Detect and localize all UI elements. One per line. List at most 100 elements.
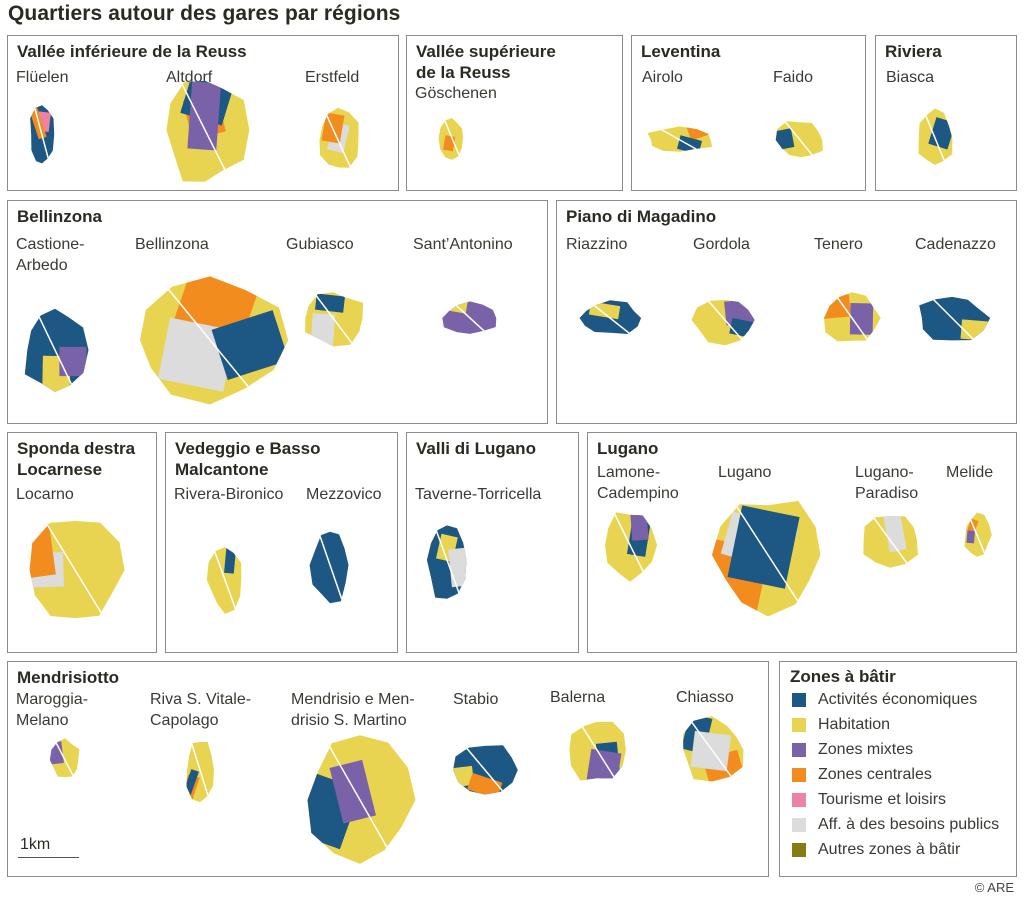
zone-map bbox=[166, 80, 250, 182]
legend-swatch bbox=[792, 793, 806, 807]
region-title: Mendrisiotto bbox=[17, 668, 119, 687]
zone-map bbox=[30, 105, 55, 164]
zone-map bbox=[919, 296, 991, 341]
legend-item-mixtes: Zones mixtes bbox=[792, 741, 913, 759]
region-title: Riviera bbox=[885, 42, 942, 61]
railway-line bbox=[587, 300, 633, 334]
legend-label: Activités économiques bbox=[818, 691, 978, 708]
region-title: Leventina bbox=[641, 42, 721, 61]
legend-label: Zones centrales bbox=[818, 766, 932, 783]
region-leventina: Leventina bbox=[631, 35, 866, 191]
zone-map bbox=[426, 525, 467, 599]
legend-label: Habitation bbox=[818, 716, 891, 733]
region-title: Sponda destra Locarnese bbox=[17, 439, 136, 479]
legend-item-autres: Autres zones à bâtir bbox=[792, 841, 960, 859]
place-label: Tenero bbox=[814, 236, 863, 253]
zone-habitation bbox=[29, 521, 125, 619]
railway-line bbox=[782, 121, 818, 158]
railway-line bbox=[450, 301, 490, 334]
region-title: Vallée supérieure de la Reuss bbox=[416, 42, 556, 82]
zone-centrales bbox=[467, 772, 503, 795]
railway-line bbox=[442, 118, 462, 159]
zone-map bbox=[307, 735, 416, 864]
legend-swatch bbox=[792, 693, 806, 707]
railway-line bbox=[32, 105, 52, 164]
zone-activites bbox=[309, 531, 349, 604]
zone-centrales bbox=[29, 521, 56, 579]
zone-centrales bbox=[824, 294, 851, 319]
place-label: Stabio bbox=[453, 691, 499, 708]
zone-mixtes bbox=[966, 530, 976, 544]
legend-title: Zones à bâtir bbox=[790, 667, 896, 686]
page-title: Quartiers autour des gares par régions bbox=[8, 2, 401, 25]
railway-line bbox=[189, 742, 211, 801]
region-vallee-superieure-reuss: Vallée supérieure de la Reuss bbox=[406, 35, 623, 191]
zone-map bbox=[647, 126, 713, 152]
zone-map bbox=[29, 521, 125, 619]
railway-line bbox=[431, 525, 463, 599]
place-label: Biasca bbox=[886, 69, 935, 86]
place-label: Taverne-Torricella bbox=[415, 486, 542, 503]
railway-line bbox=[311, 292, 355, 347]
place-label: Gubiasco bbox=[286, 236, 354, 253]
zone-activites bbox=[224, 547, 237, 574]
zone-mixtes bbox=[849, 303, 874, 335]
place-label: Airolo bbox=[642, 69, 683, 86]
legend-item-habitation: Habitation bbox=[792, 716, 890, 734]
zone-mixtes bbox=[630, 512, 649, 541]
zone-publics bbox=[310, 313, 336, 347]
zone-map bbox=[186, 742, 214, 803]
railway-line bbox=[868, 516, 912, 568]
railway-line bbox=[728, 500, 808, 615]
region-title: Valli di Lugano bbox=[416, 439, 536, 458]
place-label: Bellinzona bbox=[135, 236, 209, 253]
zone-habitation bbox=[206, 547, 242, 614]
railway-line bbox=[832, 292, 872, 342]
legend: Zones à bâtir Activités économiques Habi… bbox=[779, 661, 1017, 877]
zone-map bbox=[579, 300, 642, 334]
place-label: Riva S. Vitale- Capolago bbox=[150, 691, 252, 729]
zone-map bbox=[605, 512, 658, 582]
place-label: Erstfeld bbox=[305, 69, 360, 86]
zone-mixtes bbox=[59, 346, 87, 377]
place-label: Lugano- Paradiso bbox=[855, 464, 919, 502]
scale-bar bbox=[18, 857, 79, 858]
zone-mixtes bbox=[586, 748, 622, 781]
zone-habitation bbox=[588, 301, 621, 320]
place-label: Flüelen bbox=[16, 69, 69, 86]
place-label: Chiasso bbox=[676, 689, 734, 706]
region-vedeggio-basso-malcantone: Vedeggio e Basso Malcantone bbox=[165, 432, 398, 653]
zone-map bbox=[305, 292, 363, 347]
zone-map bbox=[775, 121, 823, 158]
place-label: Sant’Antonino bbox=[413, 236, 513, 253]
railway-line bbox=[212, 548, 238, 612]
zone-map bbox=[964, 512, 992, 557]
place-label: Castione- Arbedo bbox=[16, 236, 85, 274]
zone-map bbox=[206, 547, 242, 614]
place-label: Rivera-Bironico bbox=[174, 486, 284, 503]
railway-line bbox=[161, 281, 259, 399]
place-label: Maroggia- Melano bbox=[16, 691, 89, 729]
zone-activites bbox=[315, 293, 345, 313]
zone-centrales bbox=[30, 107, 47, 140]
railway-line bbox=[928, 296, 976, 341]
zone-publics bbox=[883, 516, 907, 553]
zone-habitation bbox=[442, 301, 469, 314]
legend-swatch bbox=[792, 818, 806, 832]
legend-swatch bbox=[792, 768, 806, 782]
place-label: Mendrisio e Men- drisio S. Martino bbox=[291, 691, 415, 729]
zone-map bbox=[682, 716, 744, 782]
region-title: Bellinzona bbox=[17, 207, 103, 226]
railway-line bbox=[32, 308, 78, 392]
zone-publics bbox=[690, 730, 732, 772]
zone-mixtes bbox=[187, 81, 222, 151]
scale-label: 1km bbox=[20, 836, 51, 853]
railway-line bbox=[177, 80, 233, 182]
region-title: Vedeggio e Basso Malcantone bbox=[175, 439, 321, 479]
credit: © ARE bbox=[974, 880, 1014, 895]
legend-label: Zones mixtes bbox=[818, 741, 914, 758]
place-label: Riazzino bbox=[566, 236, 628, 253]
region-riviera: Riviera bbox=[875, 35, 1017, 191]
zone-map bbox=[140, 276, 289, 405]
